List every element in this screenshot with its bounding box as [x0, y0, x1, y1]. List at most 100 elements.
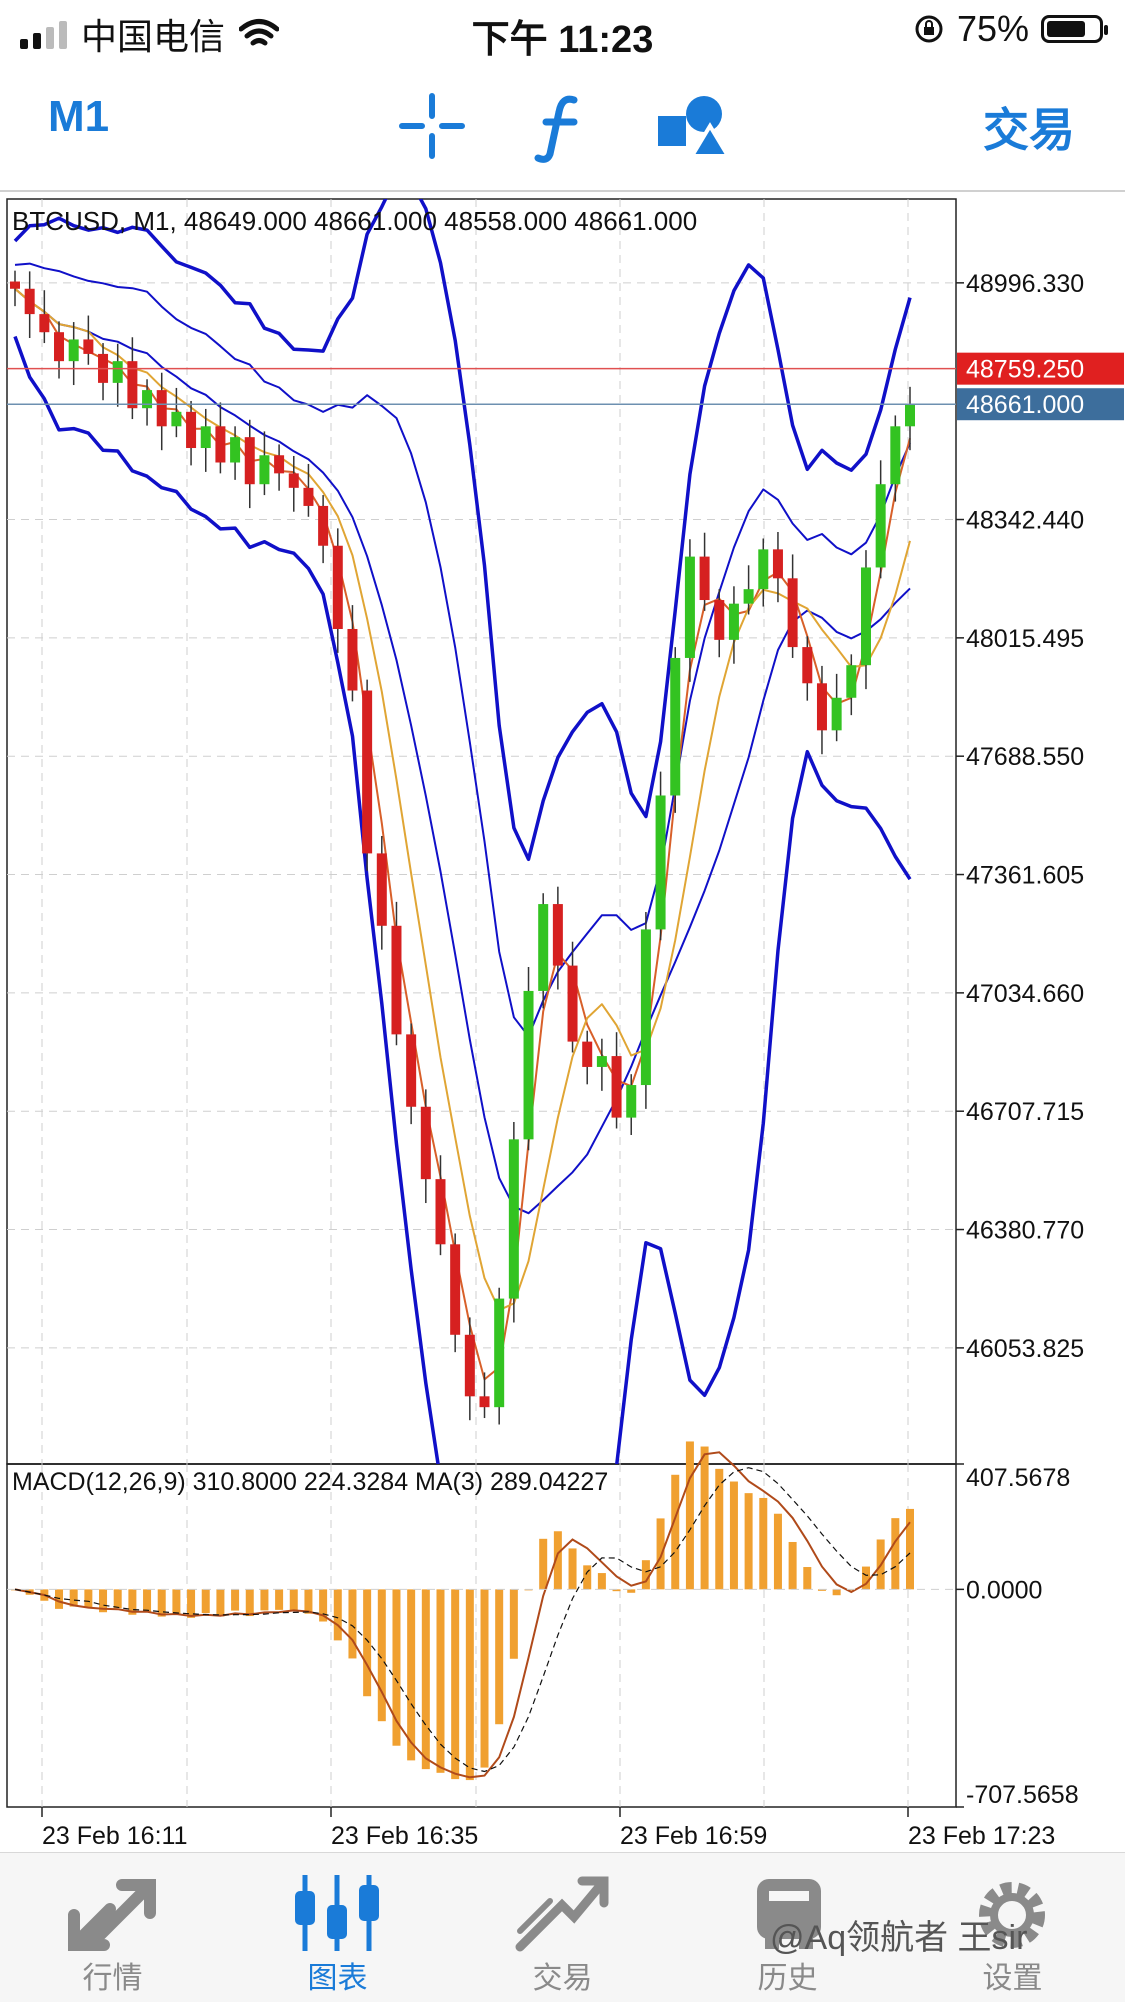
macd-histogram-bar [641, 1560, 650, 1590]
macd-histogram-bar [744, 1493, 753, 1590]
price-tick-label: 46707.715 [966, 1098, 1084, 1126]
price-tick-label: 46053.825 [966, 1335, 1084, 1363]
macd-histogram-bar [671, 1474, 680, 1590]
macd-histogram-bar [509, 1589, 518, 1659]
candle-bear [362, 690, 373, 854]
macd-histogram-bar [55, 1589, 64, 1609]
macd-histogram-bar [187, 1589, 196, 1618]
candle-bear [156, 390, 167, 427]
candle-bear [582, 1041, 593, 1067]
price-tick-label: 47361.605 [966, 862, 1084, 890]
candle-bear [420, 1106, 431, 1180]
tab-charts[interactable]: 图表 [225, 1853, 450, 2002]
candle-bull [626, 1085, 637, 1118]
candle-bull [670, 657, 681, 796]
macd-histogram-bar [832, 1589, 841, 1596]
indicator-f-icon[interactable] [522, 86, 602, 166]
macd-histogram-bar [157, 1589, 166, 1617]
candle-bear [816, 683, 827, 731]
candle-bear [215, 426, 226, 463]
candle-bear [376, 853, 387, 926]
candle-bear [714, 600, 725, 640]
macd-histogram-bar [348, 1589, 357, 1659]
battery-percent: 75% [956, 8, 1029, 49]
candle-bull [875, 484, 886, 568]
tab-label: 历史 [757, 1962, 818, 1995]
bollinger-lower-line [13, 335, 912, 1464]
macd-histogram-bar [700, 1446, 709, 1590]
candle-bear [347, 628, 358, 691]
candle-bull [523, 990, 534, 1140]
macd-histogram-bar [260, 1589, 269, 1611]
candle-bear [699, 556, 710, 601]
candle-bear [787, 578, 798, 648]
price-axis: 48996.330 48342.440 48015.495 47688.550 4736… [956, 270, 1084, 1363]
chart-toolbar: M1 交易 [0, 64, 1125, 192]
candle-bull [230, 437, 241, 463]
candlesticks [10, 270, 915, 1425]
candle-bull [538, 904, 549, 991]
price-tick-label: 46380.770 [966, 1217, 1084, 1245]
macd-histogram-bar [480, 1589, 489, 1768]
macd-histogram-bar [392, 1589, 401, 1746]
candle-bear [391, 925, 402, 1035]
macd-histogram-bar [906, 1508, 914, 1590]
history-icon [757, 1879, 821, 1949]
candle-bear [244, 437, 255, 485]
time-axis: 23 Feb 16:11 23 Feb 16:35 23 Feb 16:59 23 F… [41, 1807, 1055, 1850]
quotes-icon [68, 1879, 156, 1951]
macd-histogram-bar [465, 1589, 474, 1781]
tab-bar: 行情 图表 交易 历史 设置 [0, 1852, 1125, 2002]
tab-trade[interactable]: 交易 [450, 1853, 675, 2002]
candle-bear [406, 1034, 417, 1107]
trade-icon [515, 1876, 609, 1952]
battery-icon [1041, 15, 1108, 43]
macd-histogram-bar [597, 1573, 606, 1590]
macd-histogram-bar [421, 1589, 430, 1770]
time-tick-label: 23 Feb 16:59 [620, 1822, 767, 1850]
trade-button[interactable]: 交易 [983, 104, 1075, 156]
candle-bear [318, 505, 329, 546]
price-chart[interactable]: 48759.250 48661.000 48996.330 48342.440 480… [0, 192, 1125, 1850]
candle-bear [611, 1056, 622, 1118]
time-tick-label: 23 Feb 16:11 [42, 1822, 187, 1850]
bollinger-upper-line [13, 199, 912, 862]
macd-histogram-bar [568, 1548, 577, 1590]
candle-bull [860, 567, 871, 666]
macd-histogram-bar [861, 1566, 870, 1590]
macd-signal-line [14, 1451, 911, 1779]
objects-icon[interactable] [652, 86, 732, 166]
carrier-name: 中国电信 [81, 16, 226, 57]
chart-title: BTCUSD, M1, 48649.000 48661.000 48558.00… [12, 206, 697, 236]
timeframe-button[interactable]: M1 [48, 92, 110, 141]
macd-tick-label: -707.5658 [966, 1781, 1079, 1809]
macd-histogram-bar [289, 1589, 298, 1612]
macd-histogram-bar [113, 1589, 122, 1609]
macd-histogram-bar [583, 1565, 592, 1590]
candle-bear [450, 1244, 461, 1335]
candle-bull [596, 1056, 607, 1067]
macd-tick-label: 0.0000 [966, 1576, 1042, 1604]
tab-label: 交易 [532, 1962, 593, 1995]
tab-settings[interactable]: 设置 [900, 1853, 1125, 2002]
macd-histogram-bar [773, 1513, 782, 1590]
bid-price-label: 48661.000 [966, 391, 1084, 419]
candle-bull [112, 361, 123, 383]
crosshair-icon[interactable] [392, 86, 472, 166]
candle-bear [303, 487, 314, 506]
candle-bull [259, 455, 270, 485]
candle-bear [802, 647, 813, 684]
status-bar: 中国电信 下午 11:23 75% [0, 0, 1125, 64]
candle-bear [332, 545, 343, 629]
candle-bear [39, 314, 50, 333]
candle-bull [171, 411, 182, 427]
macd-histogram-bar [245, 1589, 254, 1617]
status-time: 下午 11:23 [471, 19, 654, 61]
candle-bear [464, 1334, 475, 1397]
tab-history[interactable]: 历史 [675, 1853, 900, 2002]
price-tick-label: 48015.495 [966, 625, 1084, 653]
macd-histogram-bar [319, 1589, 328, 1622]
macd-histogram-bar [216, 1589, 225, 1617]
tab-quotes[interactable]: 行情 [0, 1853, 225, 2002]
macd-histogram-bar [656, 1518, 665, 1590]
